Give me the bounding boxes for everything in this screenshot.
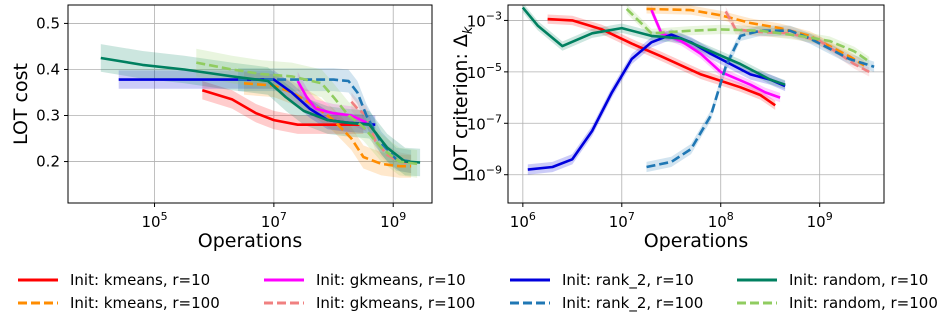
right-chart-lot-criterion: 106 107 108 109 10−9 10−7 10−5 10−3 Operations LO… <box>450 4 885 252</box>
y-tick-label: 10−9 <box>467 164 502 185</box>
series-line-1 <box>646 7 865 67</box>
legend-label: Init: kmeans, r=100 <box>70 294 220 312</box>
x-tick-label: 105 <box>141 210 167 231</box>
series-line-7 <box>625 7 870 63</box>
series-line-2 <box>296 80 367 124</box>
y-axis-label: LOT criterion: Δk <box>450 26 476 181</box>
legend-item: Init: gkmeans, r=100 <box>264 294 475 312</box>
left-chart-lot-cost: 105 107 109 0.2 0.3 0.4 0.5 Operations LOT cost <box>10 4 433 252</box>
legend-label: Init: gkmeans, r=100 <box>316 294 475 312</box>
series-band-6 <box>100 44 421 177</box>
plot-area <box>100 44 421 178</box>
legend-label: Init: random, r=100 <box>789 294 938 312</box>
x-axis-label: Operations <box>198 230 302 252</box>
x-tick-label: 109 <box>807 210 833 231</box>
series-band-1 <box>646 5 865 71</box>
series-line-1 <box>243 82 412 168</box>
x-axis-label: Operations <box>644 230 748 252</box>
series-band-5 <box>646 25 875 173</box>
y-tick-label: 10−7 <box>467 112 502 133</box>
legend-item: Init: gkmeans, r=10 <box>264 271 466 289</box>
series-line-6 <box>100 56 421 164</box>
legend: Init: kmeans, r=10 Init: gkmeans, r=10 Ini… <box>18 271 938 313</box>
y-tick-label: 0.4 <box>36 60 60 78</box>
legend-label: Init: kmeans, r=10 <box>70 271 210 289</box>
grid <box>508 5 884 203</box>
x-tick-label: 107 <box>261 210 287 231</box>
series-band-7 <box>196 48 418 178</box>
series-line-6 <box>521 6 786 86</box>
legend-label: Init: random, r=10 <box>789 271 928 289</box>
series-line-4 <box>527 33 786 171</box>
series-line-7 <box>196 61 418 166</box>
legend-label: Init: rank_2, r=10 <box>562 271 694 290</box>
x-tick-label: 107 <box>609 210 635 231</box>
y-tick-label: 10−3 <box>467 9 502 30</box>
series-line-0 <box>547 17 776 107</box>
y-axis-label: LOT cost <box>10 63 32 145</box>
y-tick-label: 0.2 <box>36 153 60 171</box>
legend-item: Init: rank_2, r=100 <box>510 294 703 313</box>
x-tick-label: 108 <box>708 210 734 231</box>
legend-item: Init: kmeans, r=10 <box>18 271 210 289</box>
axes-frame <box>67 4 433 204</box>
legend-label: Init: rank_2, r=100 <box>562 294 703 313</box>
legend-item: Init: random, r=10 <box>737 271 928 289</box>
legend-item: Init: random, r=100 <box>737 294 938 312</box>
grid <box>68 5 432 203</box>
axes-frame <box>507 4 885 204</box>
y-tick-label: 0.5 <box>36 14 60 32</box>
series-line-2 <box>650 9 781 99</box>
series-band-0 <box>202 81 364 134</box>
legend-label: Init: gkmeans, r=10 <box>316 271 466 289</box>
series-line-3 <box>724 10 870 74</box>
y-tick-label: 10−5 <box>467 61 502 82</box>
series-line-0 <box>201 88 364 126</box>
series-band-0 <box>547 14 776 110</box>
legend-item: Init: rank_2, r=10 <box>510 271 694 290</box>
y-tick-label: 0.3 <box>36 107 60 125</box>
series-band-4 <box>118 70 376 134</box>
x-tick-label: 106 <box>510 210 536 231</box>
series-line-5 <box>646 29 875 169</box>
plot-area <box>521 5 875 175</box>
x-tick-label: 109 <box>380 210 406 231</box>
legend-item: Init: kmeans, r=100 <box>18 294 220 312</box>
